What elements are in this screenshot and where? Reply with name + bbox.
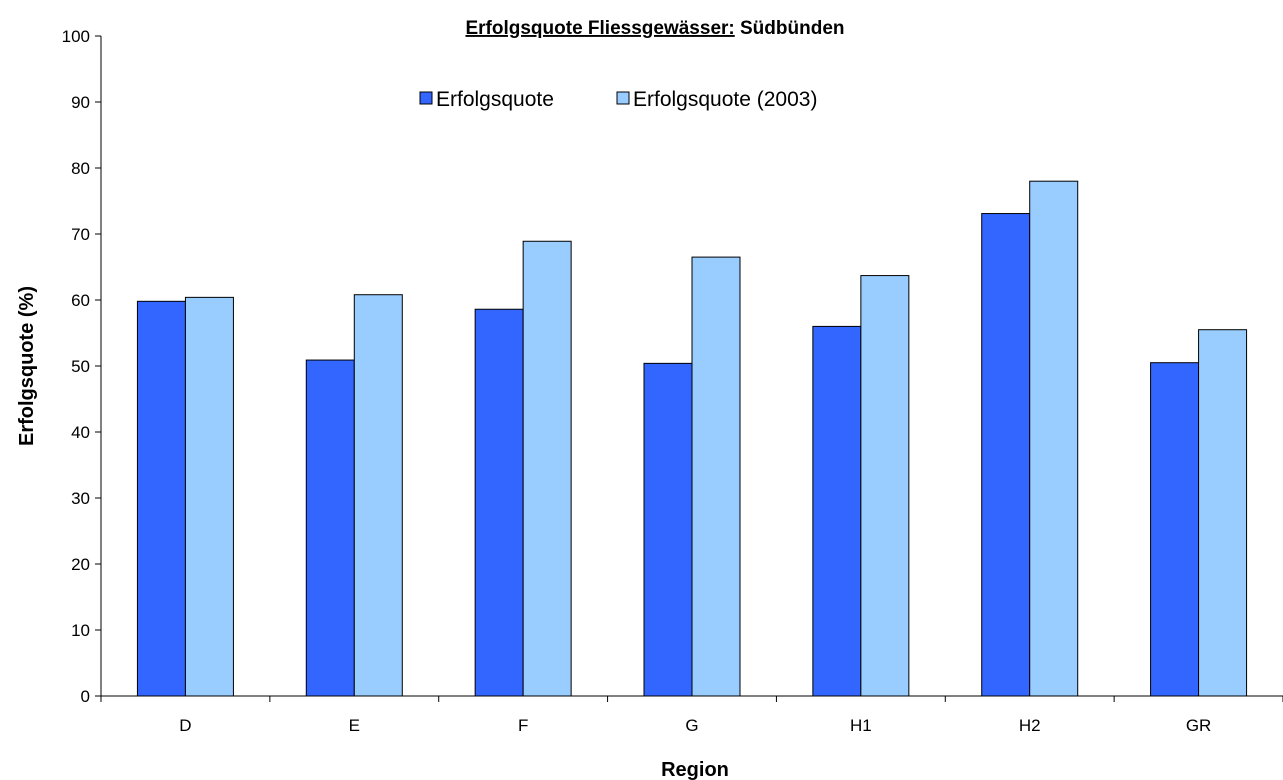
y-tick-label: 20 (71, 555, 90, 574)
legend-swatch-1 (419, 91, 433, 105)
y-tick-label: 90 (71, 93, 90, 112)
x-tick-label: F (518, 716, 528, 735)
chart-title-rest: Südbünden (735, 18, 845, 39)
bar-F-series-1 (474, 308, 524, 697)
bar-F-series-2 (522, 240, 572, 697)
bar-GR-series-1 (1150, 362, 1200, 697)
legend-swatch-2 (616, 91, 630, 105)
bar-E-series-1 (305, 359, 355, 697)
y-tick-label: 10 (71, 621, 90, 640)
bar-E-series-2 (353, 294, 403, 697)
x-axis-title: Region (661, 759, 729, 780)
chart-title: Erfolgsquote Fliessgewässer: Südbünden (465, 18, 844, 39)
y-tick-label: 70 (71, 225, 90, 244)
bar-H2-series-2 (1029, 180, 1079, 697)
y-tick-label: 50 (71, 357, 90, 376)
bar-G-series-1 (643, 362, 693, 697)
x-tick-label: D (179, 716, 191, 735)
x-tick-label: H1 (850, 716, 872, 735)
legend-label-2: Erfolgsquote (2003) (633, 88, 817, 111)
bar-H1-series-2 (860, 275, 910, 697)
axes-group: 0 10 20 30 40 50 60 70 80 90 100 D E F G H1 H2 GR (62, 27, 1283, 735)
x-tick-label: H2 (1019, 716, 1041, 735)
x-tick-label: G (685, 716, 698, 735)
bar-GR-series-2 (1198, 329, 1248, 697)
bar-D-series-1 (136, 300, 186, 697)
x-tick-label: GR (1186, 716, 1212, 735)
y-tick-label: 0 (81, 687, 90, 706)
bar-H2-series-1 (981, 213, 1031, 697)
chart-title-underlined: Erfolgsquote Fliessgewässer: (465, 18, 734, 39)
x-tick-label: E (349, 716, 360, 735)
y-axis-title: Erfolgsquote (%) (16, 286, 38, 446)
bar-H1-series-1 (812, 325, 862, 697)
legend-label-1: Erfolgsquote (436, 88, 554, 111)
bar-D-series-2 (184, 296, 234, 697)
y-tick-label: 100 (62, 27, 90, 46)
y-tick-label: 40 (71, 423, 90, 442)
y-tick-label: 60 (71, 291, 90, 310)
legend: Erfolgsquote Erfolgsquote (2003) (419, 88, 817, 111)
y-tick-label: 30 (71, 489, 90, 508)
y-tick-label: 80 (71, 159, 90, 178)
bar-G-series-2 (691, 256, 741, 697)
bars-group (136, 180, 1248, 697)
